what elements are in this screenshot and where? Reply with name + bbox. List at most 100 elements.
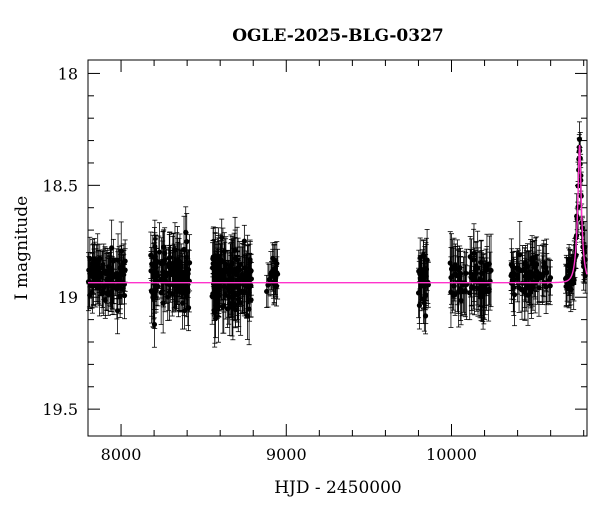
data-point [158,290,164,296]
data-point [424,257,430,263]
data-point [478,283,484,289]
data-point [474,279,480,285]
data-point [235,296,241,303]
data-point [87,256,93,262]
data-point [91,256,97,262]
data-point [148,252,154,258]
data-point [105,264,112,270]
data-point [234,271,240,278]
x-tick-label: 10000 [426,445,477,464]
data-point [167,254,173,261]
data-point [170,260,176,267]
data-point [568,286,574,293]
data-point [87,270,93,277]
data-point [182,277,189,283]
data-point [117,265,123,271]
data-point [181,269,187,275]
data-point [421,274,427,281]
data-point [541,260,547,266]
data-point [234,256,240,263]
data-point [528,289,534,295]
data-point [532,264,538,270]
data-point [151,273,157,280]
data-point [416,289,422,295]
data-point [478,278,485,285]
data-point [454,273,460,279]
data-point [519,267,525,273]
data-point [484,262,490,268]
data-point [154,269,160,276]
y-tick-label: 19 [58,288,78,307]
data-point [508,273,514,279]
data-point [469,284,475,290]
data-point [100,262,106,268]
data-point [467,254,473,260]
data-point [160,300,166,306]
data-point [152,265,158,271]
data-point [183,293,190,300]
data-point [248,268,254,274]
data-point [451,283,457,289]
data-point [165,294,171,300]
data-point [246,273,252,279]
data-point [523,284,529,291]
data-point [515,272,521,278]
data-point [149,288,155,295]
data-point [231,266,237,273]
data-point [229,289,235,296]
data-point [152,261,159,267]
data-point [180,283,186,289]
data-point [473,264,479,270]
data-point [210,260,216,267]
data-point [247,256,253,263]
data-point [271,272,277,278]
data-point [240,290,246,296]
data-point [470,257,477,263]
data-point [274,260,280,267]
data-point [468,270,474,276]
data-point [179,300,186,306]
data-point [229,260,235,266]
data-point [248,297,254,303]
data-point [168,271,174,277]
data-point [246,284,253,290]
data-point [150,294,156,300]
data-point [547,283,553,289]
data-point [107,277,113,284]
data-point [221,284,227,290]
data-point [181,307,188,314]
data-point [148,268,154,274]
data-point [120,272,126,278]
data-point [467,290,473,296]
chart-title: OGLE-2025-BLG-0327 [232,26,444,46]
data-point [114,308,121,314]
data-point [181,246,187,253]
data-point [170,291,176,297]
data-point [270,255,276,261]
data-point [517,252,523,258]
data-point [480,293,486,299]
data-point [478,270,485,276]
data-point [186,260,193,266]
data-point [183,229,189,235]
data-point [447,260,453,266]
data-point [95,285,102,291]
data-point [117,293,123,299]
data-point [111,283,117,290]
y-tick-labels: 18 18.5 19 19.5 [42,64,78,419]
data-point [222,269,229,275]
data-point [539,272,546,278]
data-point [185,271,191,277]
data-point [109,245,115,251]
data-point [511,284,517,291]
y-tick-label: 18.5 [42,176,78,195]
data-point [463,270,469,276]
x-tick-labels: 8000 9000 10000 [101,445,477,464]
data-point [151,321,158,328]
data-point [220,304,226,310]
y-tick-label: 18 [58,64,78,83]
data-point [210,290,216,297]
data-point [421,300,427,306]
data-point [178,263,184,269]
